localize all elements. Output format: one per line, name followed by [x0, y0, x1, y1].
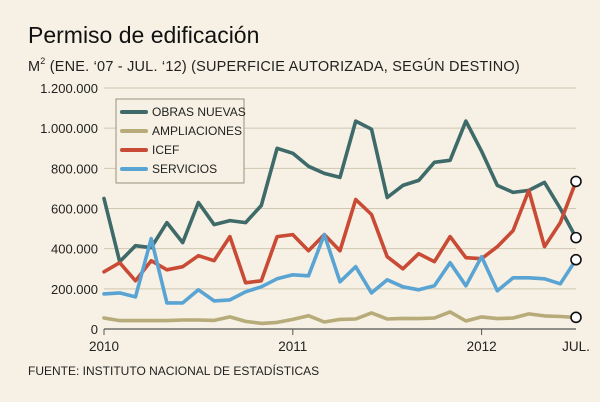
x-tick-label: 2010: [89, 339, 119, 354]
end-point-marker-servicios: [570, 253, 582, 266]
series-line-servicios: [102, 232, 578, 305]
legend-label: SERVICIOS: [152, 162, 217, 176]
legend-label: OBRAS NUEVAS: [152, 105, 246, 119]
subtitle-exponent: 2: [40, 56, 46, 66]
x-tick-label: JUL.: [562, 339, 590, 354]
page-title: Permiso de edificación: [28, 22, 260, 48]
legend-label: AMPLIACIONES: [152, 124, 242, 138]
series-line-icef: [102, 179, 578, 285]
chart-subtitle: M2 (ENE. ‘07 - JUL. ‘12) (SUPERFICIE AUT…: [28, 56, 520, 75]
series-line-obras-nuevas: [102, 119, 578, 264]
subtitle-unit: M: [28, 58, 41, 75]
y-tick-label: 1.000.000: [40, 121, 98, 136]
y-tick-label: 400.000: [51, 242, 98, 257]
end-point-marker-obras-nuevas: [570, 231, 582, 244]
y-tick-label: 1.200.000: [40, 81, 98, 96]
x-tick-label: 2012: [467, 339, 497, 354]
y-tick-label: 600.000: [51, 202, 98, 217]
series-line-ampliaciones: [102, 310, 578, 326]
source-note: FUENTE: INSTITUTO NACIONAL DE ESTADÍSTIC…: [28, 364, 320, 378]
y-tick-label: 800.000: [51, 161, 98, 176]
end-point-marker-icef: [570, 175, 582, 188]
x-tick-label: 2011: [278, 339, 307, 354]
end-point-marker-ampliaciones: [570, 311, 582, 324]
y-tick-label: 200.000: [51, 282, 98, 297]
legend-label: ICEF: [152, 143, 179, 157]
y-tick-label: 0: [91, 322, 98, 337]
subtitle-description: (ENE. ‘07 - JUL. ‘12) (SUPERFICIE AUTORI…: [45, 58, 520, 75]
